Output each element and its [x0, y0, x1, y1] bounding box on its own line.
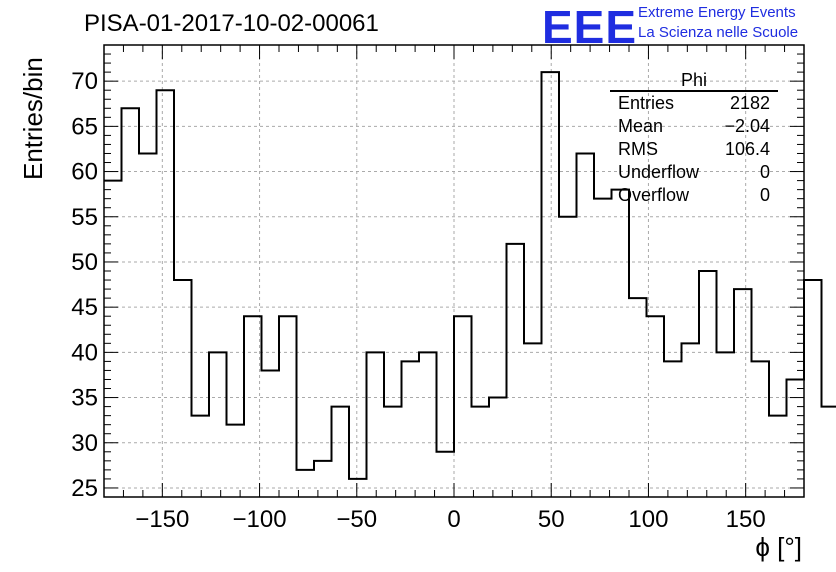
- x-tick-label: −150: [135, 506, 189, 533]
- stats-label: Mean: [618, 116, 664, 136]
- x-axis-label: ϕ [°]: [755, 532, 802, 562]
- stats-value: 2182: [729, 93, 770, 113]
- chart-title: PISA-01-2017-10-02-00061: [84, 10, 379, 37]
- x-tick-label: −100: [233, 506, 287, 533]
- stats-label: Underflow: [618, 162, 700, 182]
- stats-value: 106.4: [724, 139, 770, 159]
- stats-row-entries: Entries 2182: [610, 92, 778, 115]
- stats-row-rms: RMS 106.4: [610, 138, 778, 161]
- x-tick-label: −50: [336, 506, 377, 533]
- y-tick-label: 30: [71, 430, 98, 457]
- stats-row-underflow: Underflow 0: [610, 161, 778, 184]
- x-tick-label: 0: [447, 506, 460, 533]
- x-tick-label: 100: [628, 506, 668, 533]
- y-tick-label: 35: [71, 385, 98, 412]
- histogram-line: [104, 71, 836, 480]
- logo-line-1: Extreme Energy Events: [638, 4, 796, 21]
- y-axis-label: Entries/bin: [18, 57, 48, 180]
- logo-line-2: La Scienza nelle Scuole: [638, 24, 799, 41]
- x-tick-label: 50: [538, 506, 565, 533]
- stats-value: −2.04: [724, 116, 770, 136]
- eee-logo: EEE: [542, 1, 638, 53]
- y-tick-label: 60: [71, 159, 98, 186]
- y-tick-label: 65: [71, 113, 98, 140]
- y-tick-label: 55: [71, 204, 98, 231]
- stats-box: Phi Entries 2182 Mean −2.04 RMS 106.4 Under…: [610, 70, 778, 207]
- y-tick-label: 45: [71, 294, 98, 321]
- stats-label: Overflow: [618, 185, 690, 205]
- stats-title: Phi: [610, 70, 778, 92]
- y-tick-label: 40: [71, 339, 98, 366]
- stats-label: Entries: [618, 93, 675, 113]
- y-tick-label: 70: [71, 68, 98, 95]
- stats-label: RMS: [618, 139, 658, 159]
- stats-row-overflow: Overflow 0: [610, 184, 778, 207]
- x-tick-label: 150: [726, 506, 766, 533]
- stats-row-mean: Mean −2.04: [610, 115, 778, 138]
- y-tick-label: 25: [71, 475, 98, 502]
- y-tick-label: 50: [71, 249, 98, 276]
- stats-value: 0: [759, 162, 770, 182]
- stats-value: 0: [759, 185, 770, 205]
